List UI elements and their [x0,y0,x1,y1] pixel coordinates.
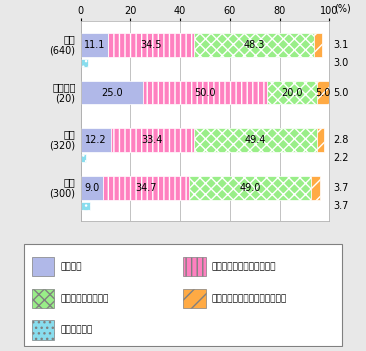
Bar [81,33,108,57]
Text: 9.0: 9.0 [84,183,99,193]
Text: 20.0: 20.0 [281,87,303,98]
FancyBboxPatch shape [31,289,54,308]
Bar [81,154,86,163]
Text: 12.2: 12.2 [85,135,107,145]
Text: どちらとも言えない: どちらとも言えない [61,294,109,303]
Bar [108,33,194,57]
Text: 48.3: 48.3 [243,40,265,50]
Text: そう思わない: そう思わない [61,325,93,335]
Bar [111,128,194,152]
Text: 11.1: 11.1 [84,40,105,50]
FancyBboxPatch shape [31,257,54,277]
Bar [194,128,317,152]
Text: そう思う: そう思う [61,262,82,271]
Bar [194,33,314,57]
Text: 34.5: 34.5 [140,40,162,50]
Bar [81,81,143,105]
Text: 50.0: 50.0 [194,87,216,98]
Text: 3.7: 3.7 [333,183,348,193]
Text: どちらかと言えばそう思う: どちらかと言えばそう思う [212,262,276,271]
Text: (%): (%) [335,4,351,14]
FancyBboxPatch shape [183,257,206,277]
Bar [189,176,311,200]
Text: 3.7: 3.7 [333,201,348,211]
Bar [267,81,317,105]
FancyBboxPatch shape [183,289,206,308]
Text: 33.4: 33.4 [142,135,163,145]
Text: 2.2: 2.2 [333,153,349,163]
Text: 全体
(640): 全体 (640) [49,34,75,56]
Text: 3.1: 3.1 [333,40,348,50]
Text: 49.4: 49.4 [245,135,266,145]
Text: 34.7: 34.7 [135,183,157,193]
Bar [317,81,329,105]
Text: 町村
(300): 町村 (300) [49,177,75,199]
Bar [81,202,90,210]
Bar [81,176,103,200]
Bar [103,176,189,200]
Text: 25.0: 25.0 [101,87,123,98]
Text: 5.0: 5.0 [333,87,348,98]
Text: 3.0: 3.0 [333,58,348,68]
Text: 49.0: 49.0 [240,183,261,193]
Bar [143,81,267,105]
Bar [317,128,324,152]
FancyBboxPatch shape [31,320,54,340]
Text: 都道府県
(20): 都道府県 (20) [52,82,75,103]
Text: どちらかと言えばそう思わない: どちらかと言えばそう思わない [212,294,287,303]
FancyBboxPatch shape [23,244,343,346]
Text: 市区
(320): 市区 (320) [49,130,75,151]
Bar [81,128,111,152]
Bar [81,59,88,67]
Bar [314,33,322,57]
Text: 2.8: 2.8 [333,135,348,145]
Bar [311,176,321,200]
Text: 5.0: 5.0 [315,87,331,98]
